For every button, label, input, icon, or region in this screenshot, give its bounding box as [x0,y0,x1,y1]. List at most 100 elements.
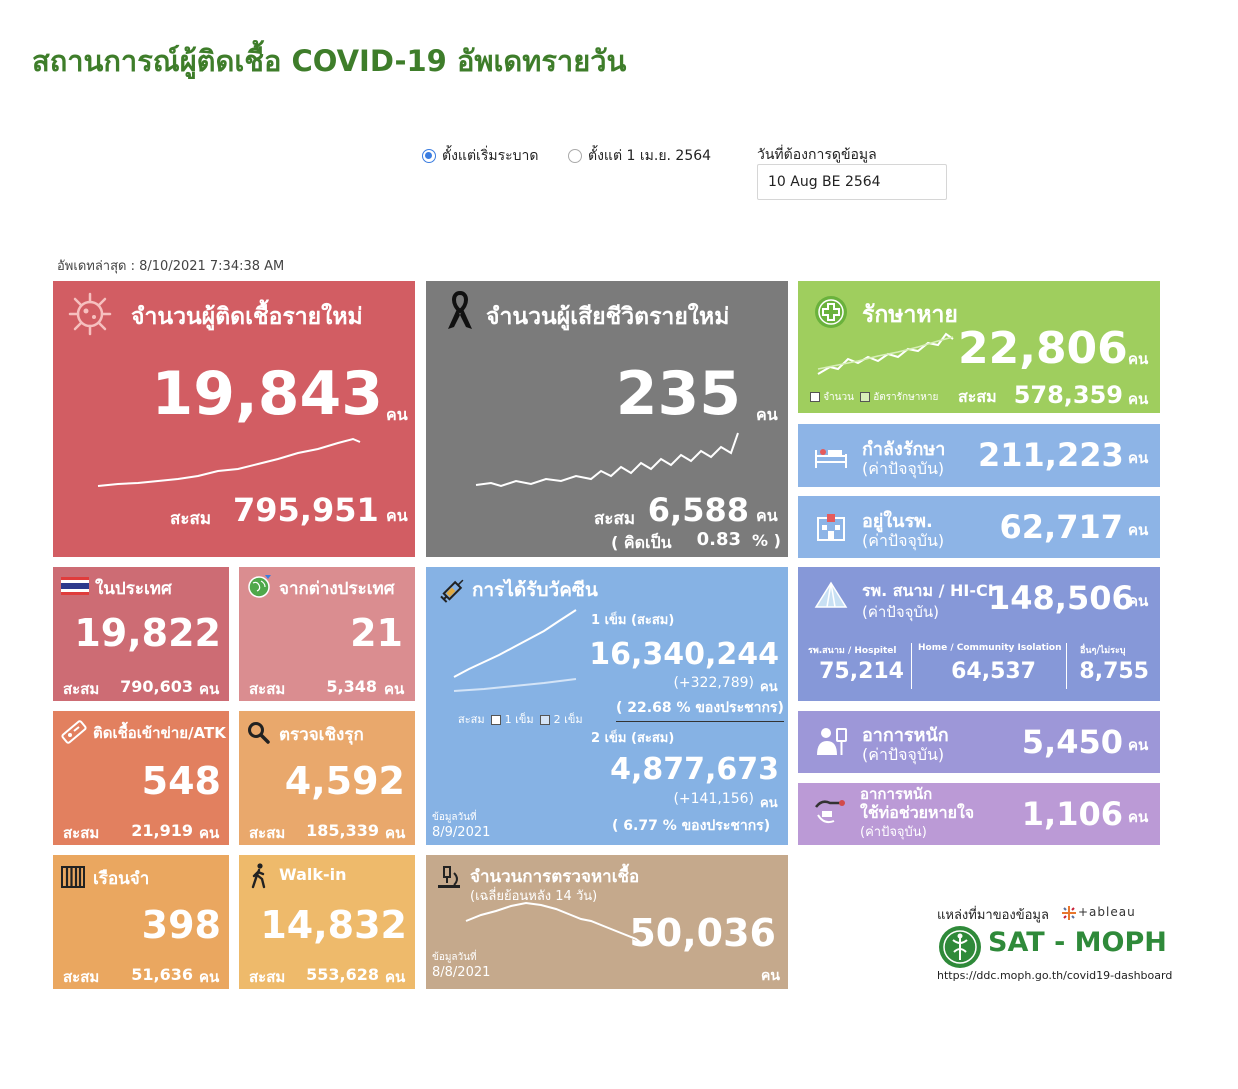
test-kit-icon [61,720,87,744]
radio-since-april[interactable]: ตั้งแต่ 1 เม.ย. 2564 [568,145,711,167]
domestic-value: 19,822 [74,611,221,655]
field-divider-1 [911,643,912,689]
vaccine-card: การได้รับวัคซีน สะสม 1 เข็ม 2 เข็ม 1 เข็… [426,567,788,845]
field-hospital-card: รพ. สนาม / HI-CI (ค่าปัจจุบัน) 148,506 ค… [798,567,1160,701]
field-hospital-sublabel: (ค่าปัจจุบัน) [862,603,940,621]
dose1-label: 1 เข็ม (สะสม) [591,613,675,628]
recovered-trend-chart [817,332,954,375]
treating-sublabel: (ค่าปัจจุบัน) [862,459,945,478]
ventilator-value: 1,106 [1021,795,1123,833]
severe-card: อาการหนัก (ค่าปัจจุบัน) 5,450 คน [798,711,1160,773]
atk-cumulative: 21,919 [131,821,193,840]
hospital-value: 62,717 [999,508,1123,546]
deaths-cumulative: 6,588 [647,491,749,529]
hospital-card: อยู่ในรพ. (ค่าปัจจุบัน) 62,717 คน [798,496,1160,558]
vaccine-trend-chart [453,609,577,692]
dose1-pct-suffix: % ของประชากร) [676,700,784,716]
dose1-pct-line: ( 22.68 % ของประชากร) [616,697,784,722]
walkin-card: Walk-in 14,832 สะสม 553,628 คน [239,855,415,989]
dose2-change-unit: คน [760,796,778,811]
source-org: SAT - MOPH [988,927,1167,958]
legend-count-label: จำนวน [823,392,854,403]
atk-label: ติดเชื้อเข้าข่าย/ATK [93,724,226,742]
field-sub2-label: Home / Community Isolation [918,643,1062,653]
page-title: สถานการณ์ผู้ติดเชื้อ COVID-19 อัพเดทรายว… [32,44,627,78]
deaths-rate-suffix: % ) [752,531,781,550]
vaccine-legend: สะสม 1 เข็ม 2 เข็ม [458,710,583,728]
atk-cum-unit: คน [199,824,220,842]
new-cases-unit: คน [386,405,408,424]
proactive-cum-label: สะสม [249,824,286,842]
vaccine-label: การได้รับวัคซีน [472,579,598,601]
ventilator-unit: คน [1128,808,1149,826]
vaccine-legend-dose1: 1 เข็ม [504,713,534,726]
magnifier-icon [248,722,270,744]
deaths-value: 235 [615,359,741,429]
globe-plane-icon [248,575,271,598]
new-cases-cum-label: สะสม [170,509,212,529]
foreign-cum-unit: คน [384,680,405,698]
field-sub1-value: 75,214 [819,659,904,684]
radio-since-outbreak-label: ตั้งแต่เริ่มระบาด [442,148,539,164]
treating-value: 211,223 [978,436,1124,474]
atk-cum-label: สะสม [63,824,100,842]
ribbon-icon [448,290,472,329]
walkin-label: Walk-in [279,865,347,884]
deaths-label: จำนวนผู้เสียชีวิตรายใหม่ [486,304,730,330]
moph-seal-icon [939,926,981,968]
date-picker-label: วันที่ต้องการดูข้อมูล [757,147,877,163]
severe-value: 5,450 [1021,723,1123,761]
walkin-cum-label: สะสม [249,968,286,986]
prison-card: เรือนจำ 398 สะสม 51,636 คน [53,855,229,989]
date-picker-input[interactable]: 10 Aug BE 2564 [757,164,947,200]
vaccine-legend-dose2: 2 เข็ม [553,713,583,726]
foreign-cumulative: 5,348 [326,677,377,696]
syringe-icon [440,579,464,603]
dose2-pct: 6.77 [623,818,658,834]
foreign-label: จากต่างประเทศ [279,579,395,599]
legend-rate-label: อัตรารักษาหาย [873,392,939,403]
new-cases-cumulative: 795,951 [233,491,379,529]
recovered-legend-count: จำนวน [810,390,854,405]
field-sub1-label: รพ.สนาม / Hospitel [808,646,897,656]
recovered-label: รักษาหาย [862,302,958,328]
radio-since-april-label: ตั้งแต่ 1 เม.ย. 2564 [588,148,712,164]
dose2-pct-line: ( 6.77 % ของประชากร) [612,815,770,837]
ventilator-card: อาการหนัก ใช้ท่อช่วยหายใจ (ค่าปัจจุบัน) … [798,783,1160,845]
prison-cum-unit: คน [199,968,220,986]
hospital-bed-icon [815,449,847,468]
new-cases-card: จำนวนผู้ติดเชื้อรายใหม่ 19,843 คน สะสม 7… [53,281,415,557]
new-cases-trend-chart [97,437,361,487]
proactive-card: ตรวจเชิงรุก 4,592 สะสม 185,339 คน [239,711,415,845]
severe-label: อาการหนัก [862,725,949,746]
radio-since-outbreak[interactable]: ตั้งแต่เริ่มระบาด [422,145,538,167]
tableau-wordmark: +ableau [1078,905,1136,919]
tests-data-date: 8/8/2021 [432,965,491,980]
source-url[interactable]: https://ddc.moph.go.th/covid19-dashboard [937,969,1173,982]
microscope-icon [438,866,460,888]
dose1-change: (+322,789) [673,675,754,691]
field-sub3-value: 8,755 [1079,659,1149,684]
ventilator-label-line2: ใช้ท่อช่วยหายใจ [860,803,975,822]
ventilator-icon [815,800,845,824]
legend-swatch-dose2 [540,715,551,725]
field-hospital-label: รพ. สนาม / HI-CI [862,581,994,600]
recovered-unit: คน [1128,350,1149,368]
walking-person-icon [251,863,266,889]
dose2-change: (+141,156) [673,791,754,807]
treating-unit: คน [1128,449,1149,467]
legend-swatch-count [810,392,820,402]
domestic-label: ในประเทศ [95,579,172,599]
vaccine-legend-cum: สะสม [458,713,485,726]
legend-swatch-dose1 [491,715,502,725]
vaccine-data-date: 8/9/2021 [432,825,491,840]
atk-card: ติดเชื้อเข้าข่าย/ATK 548 สะสม 21,919 คน [53,711,229,845]
tests-trend-chart [465,901,645,946]
proactive-cumulative: 185,339 [306,821,379,840]
vaccine-data-date-label: ข้อมูลวันที่ [432,812,477,823]
domestic-card: ในประเทศ 19,822 สะสม 790,603 คน [53,567,229,701]
foreign-value: 21 [350,611,403,655]
prison-value: 398 [141,903,221,947]
treating-label: กำลังรักษา [862,439,946,460]
thai-flag-icon [61,577,89,595]
